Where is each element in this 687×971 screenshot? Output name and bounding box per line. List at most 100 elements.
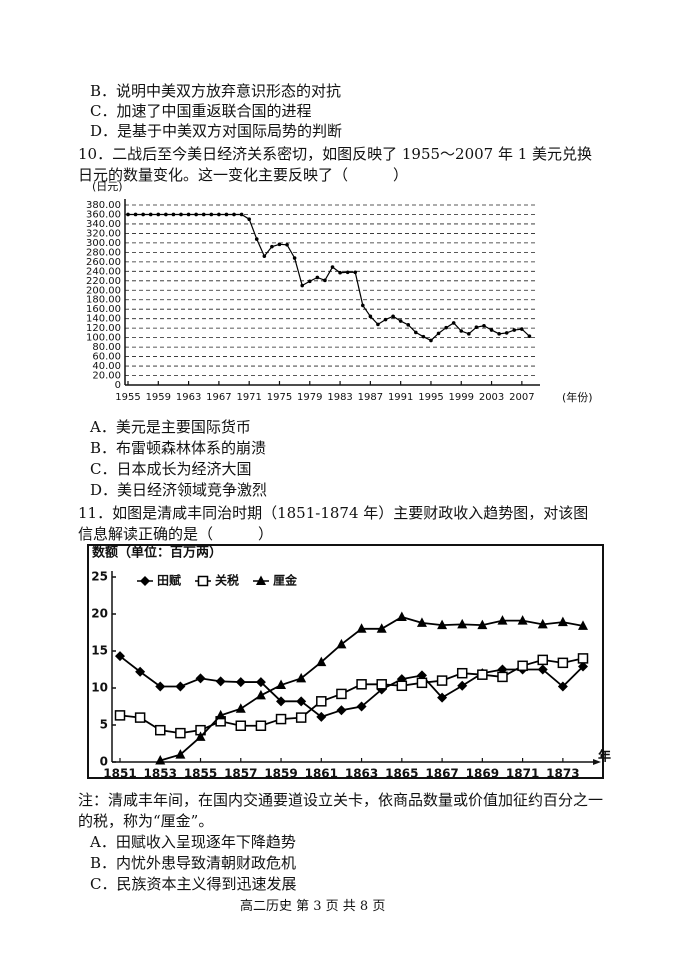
legend-marker bbox=[197, 575, 209, 587]
marker bbox=[557, 657, 569, 669]
marker bbox=[276, 679, 287, 690]
y-tick-label: 15 bbox=[91, 644, 108, 658]
marker bbox=[451, 321, 456, 325]
y-tick-label: 180.00 bbox=[86, 295, 121, 306]
marker bbox=[201, 212, 206, 217]
marker bbox=[457, 680, 468, 691]
marker bbox=[235, 720, 247, 731]
y-tick-label: 25 bbox=[91, 570, 108, 584]
marker bbox=[489, 328, 494, 332]
marker bbox=[164, 212, 168, 217]
marker bbox=[175, 681, 186, 692]
x-tick-label: 1979 bbox=[297, 392, 322, 403]
marker bbox=[300, 283, 305, 288]
marker bbox=[578, 620, 588, 630]
marker bbox=[477, 619, 488, 630]
marker bbox=[275, 713, 287, 725]
marker bbox=[270, 244, 274, 249]
marker bbox=[239, 212, 244, 217]
x-tick-label: 1873 bbox=[546, 767, 579, 781]
marker bbox=[497, 615, 508, 625]
marker bbox=[255, 689, 266, 700]
marker bbox=[537, 664, 548, 675]
footer: 高二历史 第 3 页 共 8 页 bbox=[240, 899, 386, 914]
x-tick-label: 2003 bbox=[479, 392, 504, 403]
legend-label: 厘金 bbox=[273, 573, 298, 588]
marker bbox=[497, 671, 508, 683]
marker bbox=[277, 242, 282, 247]
marker bbox=[396, 611, 407, 621]
marker bbox=[114, 710, 126, 721]
marker bbox=[296, 672, 307, 683]
marker bbox=[156, 212, 161, 217]
x-tick-label: 2007 bbox=[509, 392, 534, 403]
y-tick-label: 100.00 bbox=[86, 333, 121, 344]
marker bbox=[444, 325, 448, 330]
marker bbox=[285, 242, 289, 247]
chart-frame bbox=[87, 544, 604, 779]
marker bbox=[467, 332, 471, 336]
x-tick-label: 1959 bbox=[146, 392, 171, 403]
marker bbox=[457, 618, 468, 629]
marker bbox=[179, 212, 183, 217]
marker bbox=[437, 692, 448, 703]
y-tick-label: 20.00 bbox=[92, 371, 121, 382]
marker bbox=[247, 217, 251, 222]
marker bbox=[416, 617, 427, 627]
y-tick-label: 160.00 bbox=[86, 304, 121, 315]
marker bbox=[391, 314, 395, 319]
y-tick-label: 220.00 bbox=[86, 276, 121, 287]
marker bbox=[338, 270, 342, 275]
y-axis-label: 数额（单位：百万两） bbox=[92, 545, 222, 561]
x-axis-label: (年份) bbox=[562, 390, 593, 404]
option: C．加速了中国重返联合国的进程 bbox=[90, 102, 312, 120]
y-tick-label: 120.00 bbox=[86, 323, 121, 334]
marker bbox=[398, 319, 403, 323]
y-axis-label: (日元) bbox=[92, 180, 123, 193]
marker bbox=[217, 212, 221, 217]
marker bbox=[356, 679, 367, 690]
question-stem: 11．如图是清咸丰同治时期（1851-1874 年）主要财政收入趋势图，对该图信… bbox=[78, 504, 589, 543]
question-stem: 10．二战后至今美日经济关系密切，如图反映了 1955～2007 年 1 美元兑… bbox=[78, 145, 593, 184]
legend-label: 田赋 bbox=[157, 573, 181, 588]
option: A．田赋收入呈现逐年下降趋势 bbox=[90, 833, 296, 851]
x-tick-label: 1991 bbox=[388, 392, 413, 403]
x-tick-label: 1863 bbox=[345, 767, 378, 781]
y-tick-label: 5 bbox=[100, 718, 108, 732]
marker bbox=[315, 275, 320, 280]
marker bbox=[255, 677, 266, 688]
marker bbox=[557, 616, 568, 627]
marker bbox=[155, 724, 166, 736]
marker bbox=[577, 653, 589, 664]
x-tick-label: 1871 bbox=[506, 767, 539, 781]
marker bbox=[376, 623, 387, 633]
marker bbox=[195, 731, 206, 741]
marker bbox=[436, 675, 448, 686]
y-tick-label: 320.00 bbox=[86, 228, 121, 239]
data-line bbox=[119, 655, 584, 718]
x-tick-label: 1851 bbox=[103, 767, 136, 781]
y-tick-label: 20 bbox=[91, 607, 108, 621]
marker bbox=[195, 673, 206, 684]
marker bbox=[368, 314, 373, 319]
axis-arrow bbox=[593, 759, 601, 765]
legend-marker bbox=[140, 576, 150, 586]
marker bbox=[520, 327, 524, 331]
marker bbox=[537, 654, 548, 666]
option: C．日本成长为经济大国 bbox=[90, 460, 252, 478]
marker bbox=[235, 703, 246, 713]
data-line bbox=[160, 615, 584, 762]
marker bbox=[336, 688, 347, 700]
marker bbox=[376, 322, 380, 327]
y-tick-label: 340.00 bbox=[86, 219, 121, 230]
marker bbox=[155, 755, 166, 765]
y-tick-label: 360.00 bbox=[86, 209, 121, 220]
x-tick-label: 1999 bbox=[449, 392, 474, 403]
marker bbox=[356, 701, 367, 712]
y-tick-label: 240.00 bbox=[86, 266, 121, 277]
y-tick-label: 0 bbox=[115, 380, 121, 391]
marker bbox=[316, 696, 327, 707]
x-tick-label: 1867 bbox=[425, 767, 458, 781]
y-tick-label: 40.00 bbox=[92, 361, 121, 372]
